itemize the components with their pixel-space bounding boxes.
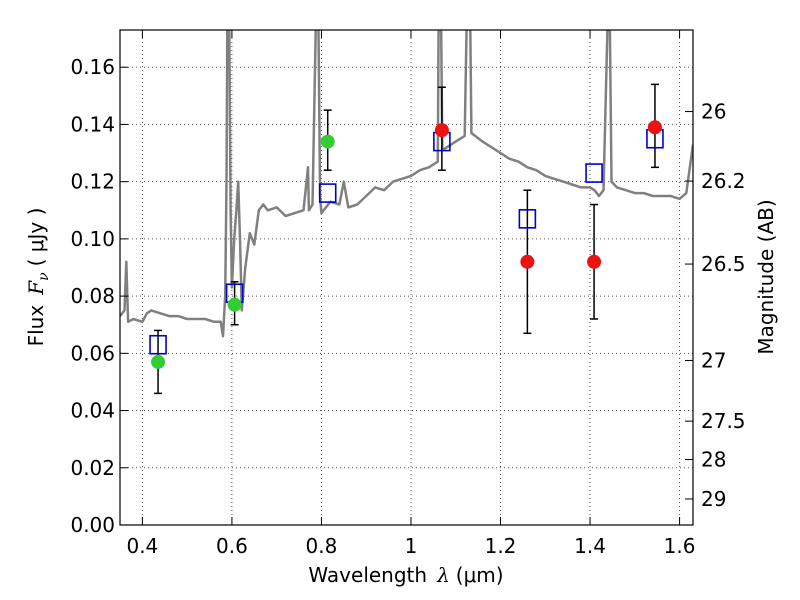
y-tick-label: 0.08 [70, 284, 115, 308]
y2-tick-label: 29 [701, 487, 726, 511]
y2-tick-label: 26 [701, 100, 726, 124]
low-significance-point [434, 123, 449, 138]
low-significance-point [520, 254, 535, 269]
y-axis-subscript: ν [36, 272, 52, 281]
y2-tick-label: 28 [701, 447, 726, 471]
x-tick-label: 0.4 [126, 534, 158, 558]
marker-layer [149, 120, 664, 369]
y-tick-label: 0.14 [70, 112, 115, 136]
y2-axis-title: Magnitude (AB) [754, 199, 778, 354]
low-significance-point [587, 254, 602, 269]
x-axis-symbol: λ [436, 563, 450, 587]
low-significance-point [647, 120, 662, 135]
model-square-marker [149, 334, 167, 355]
template-spectrum-line [120, 30, 693, 338]
y2-tick-label: 26.2 [701, 169, 746, 193]
detection-point [320, 134, 335, 149]
model-square-marker [585, 163, 603, 183]
y-tick-label: 0.04 [70, 399, 115, 423]
y-tick-label: 0.16 [70, 55, 115, 79]
x-tick-label: 1 [405, 534, 418, 558]
x-tick-label: 0.8 [306, 534, 338, 558]
x-axis-unit: (μm) [456, 563, 504, 587]
y-tick-label: 0.06 [70, 341, 115, 365]
model-square-marker [318, 183, 337, 203]
y2-tick-label: 27.5 [701, 409, 746, 433]
y-tick-label: 0.10 [70, 227, 115, 251]
y-axis-unit: ( μJy ) [24, 208, 48, 267]
y-axis-symbol: F [24, 280, 48, 296]
x-tick-label: 1.6 [664, 534, 696, 558]
x-axis-title: Wavelength λ (μm) [308, 563, 503, 587]
y2-tick-label: 26.5 [701, 252, 746, 276]
x-tick-label: 0.6 [216, 534, 248, 558]
y2-tick-label: 27 [701, 348, 726, 372]
template-layer [120, 30, 693, 338]
y-tick-label: 0.12 [70, 170, 115, 194]
y-axis-title: Flux Fν ( μJy ) [24, 208, 52, 347]
plot-frame [119, 29, 694, 526]
y-tick-label: 0.02 [70, 456, 115, 480]
y-tick-label: 0.00 [70, 513, 115, 537]
grid-lines [120, 30, 693, 526]
x-axis-label: Wavelength [308, 563, 427, 587]
x-tick-label: 1.4 [574, 534, 606, 558]
model-square-marker [518, 209, 537, 229]
detection-point [227, 297, 242, 312]
tick-layer: 0.4 0.6 0.8 1 1.2 1.4 1.6 0.00 0.02 0.04 0.06 0.08 0… [70, 30, 746, 558]
detection-point [151, 354, 166, 369]
x-tick-label: 1.2 [485, 534, 517, 558]
y-axis-label: Flux [24, 305, 48, 347]
